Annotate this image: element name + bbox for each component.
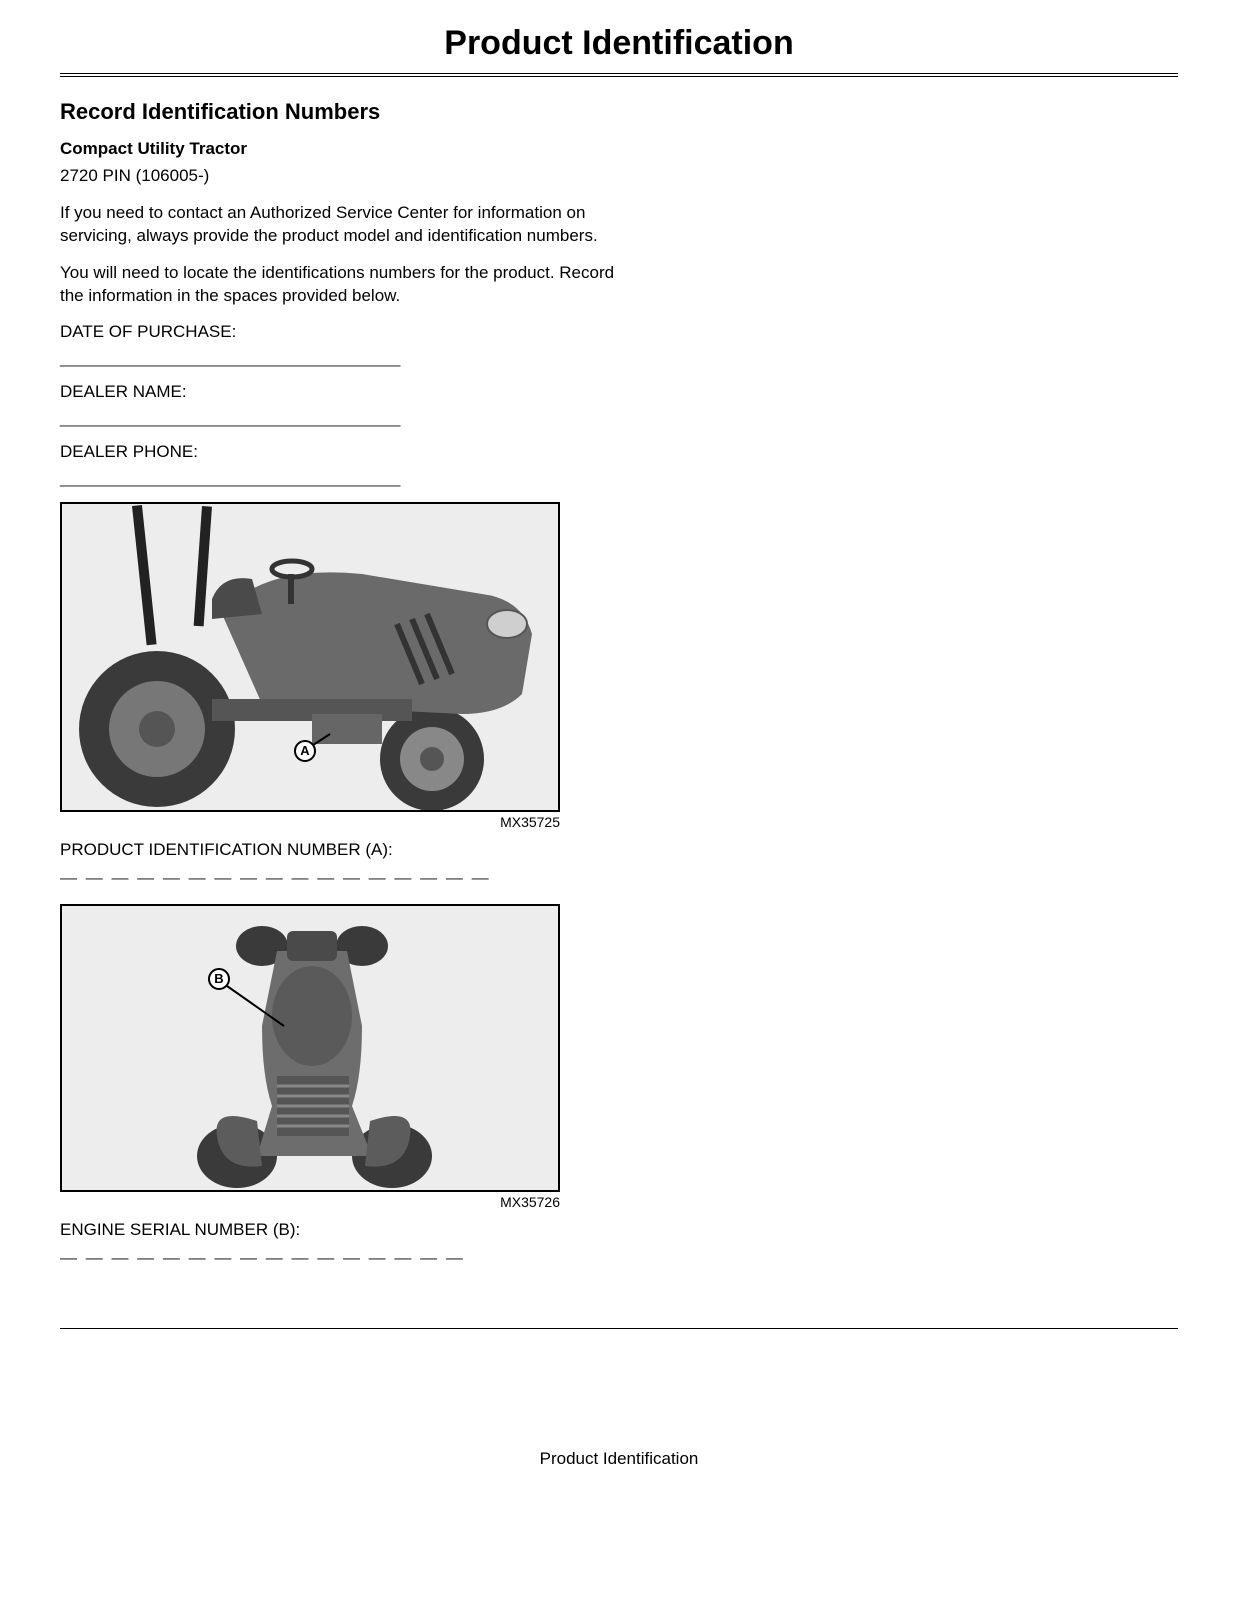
callout-b: B [208,968,230,990]
blank-line-dealer-phone: ____________________________________ [60,468,620,488]
label-pin: PRODUCT IDENTIFICATION NUMBER (A): [60,840,620,860]
page-title: Product Identification [60,24,1178,73]
pin-line: 2720 PIN (106005-) [60,165,620,188]
figure-2: B [60,904,560,1192]
tractor-top-illustration [62,906,560,1192]
content-column: Record Identification Numbers Compact Ut… [60,99,620,1268]
callout-a: A [294,740,316,762]
dash-line-esn: — — — — — — — — — — — — — — — — [60,1248,620,1268]
label-dealer-phone: DEALER PHONE: [60,442,620,462]
page-footer: Product Identification [60,1449,1178,1469]
paragraph-1: If you need to contact an Authorized Ser… [60,202,620,248]
figure-2-caption: MX35726 [60,1194,560,1210]
footer-divider [60,1328,1178,1329]
blank-line-dealer-name: ____________________________________ [60,408,620,428]
label-dealer-name: DEALER NAME: [60,382,620,402]
figure-1-caption: MX35725 [60,814,560,830]
sub-heading: Compact Utility Tractor [60,139,620,159]
title-divider [60,73,1178,77]
label-esn: ENGINE SERIAL NUMBER (B): [60,1220,620,1240]
tractor-side-illustration [62,504,560,812]
figure-1: A [60,502,560,812]
blank-line-date: ____________________________________ [60,348,620,368]
section-heading: Record Identification Numbers [60,99,620,125]
label-date-of-purchase: DATE OF PURCHASE: [60,322,620,342]
dash-line-pin: — — — — — — — — — — — — — — — — — [60,868,620,888]
paragraph-2: You will need to locate the identificati… [60,262,620,308]
